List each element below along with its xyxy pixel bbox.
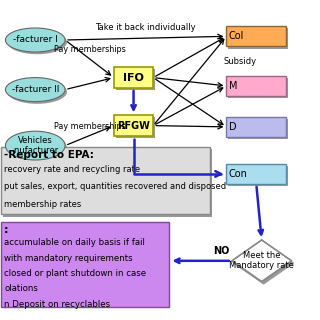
Ellipse shape [5,28,65,52]
FancyBboxPatch shape [228,166,288,186]
Text: olations: olations [4,284,38,293]
Text: n Deposit on recyclables: n Deposit on recyclables [4,300,110,309]
FancyBboxPatch shape [3,149,212,217]
Text: NO: NO [213,246,229,256]
Text: closed or plant shutdown in case: closed or plant shutdown in case [4,269,146,278]
Text: Subsidy: Subsidy [224,57,257,66]
Ellipse shape [7,80,67,104]
Text: membership rates: membership rates [4,200,81,209]
FancyBboxPatch shape [114,67,153,88]
FancyBboxPatch shape [116,69,155,90]
FancyBboxPatch shape [227,164,286,184]
Text: -facturer I: -facturer I [13,36,58,44]
Text: Pay memberships: Pay memberships [54,122,125,131]
FancyBboxPatch shape [228,78,288,98]
Text: :: : [4,225,9,235]
Ellipse shape [7,30,67,54]
Text: Vehicles
-nufacturer: Vehicles -nufacturer [12,136,59,155]
Polygon shape [234,242,293,284]
Text: IFO: IFO [123,73,144,83]
FancyBboxPatch shape [227,117,286,137]
Polygon shape [232,240,292,282]
FancyBboxPatch shape [227,26,286,46]
FancyBboxPatch shape [228,119,288,139]
Text: RFGW: RFGW [117,121,150,131]
Text: Meet the
Mandatory rate: Meet the Mandatory rate [229,251,294,270]
Text: Col: Col [228,31,244,41]
Text: D: D [228,122,236,132]
Text: -Report to EPA:: -Report to EPA: [4,150,94,160]
FancyBboxPatch shape [1,147,210,214]
Text: with mandatory requirements: with mandatory requirements [4,254,133,263]
Text: M: M [228,81,237,91]
Text: Con: Con [228,169,247,179]
Text: Pay memberships: Pay memberships [54,45,125,54]
Ellipse shape [5,131,65,160]
FancyBboxPatch shape [228,28,288,49]
Text: Take it back individually: Take it back individually [95,23,196,32]
Ellipse shape [5,78,65,102]
FancyBboxPatch shape [227,76,286,96]
Text: accumulable on daily basis if fail: accumulable on daily basis if fail [4,238,145,247]
FancyBboxPatch shape [1,222,170,307]
Text: -facturer II: -facturer II [12,85,59,94]
Text: recovery rate and recycling rate: recovery rate and recycling rate [4,165,140,174]
FancyBboxPatch shape [114,115,153,136]
Text: put sales, export, quantities recovered and disposed: put sales, export, quantities recovered … [4,182,226,191]
FancyBboxPatch shape [116,117,155,138]
Ellipse shape [7,133,67,162]
